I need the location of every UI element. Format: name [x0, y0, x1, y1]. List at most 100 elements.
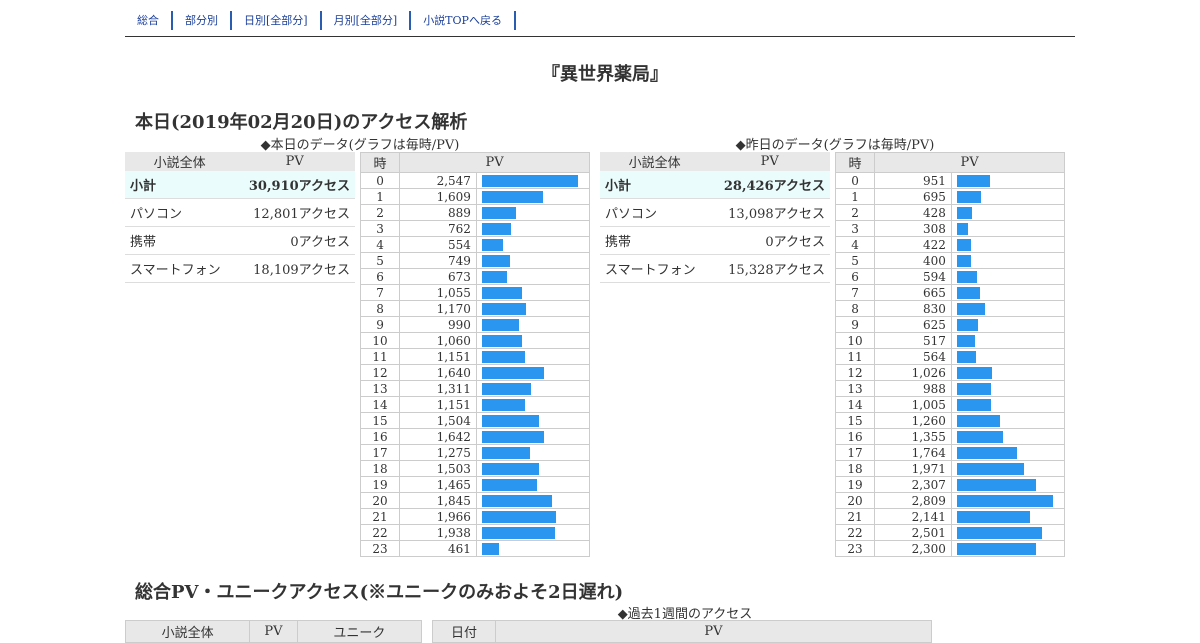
hour-cell: 21 [834, 508, 876, 525]
total-header-novel: 小説全体 [124, 620, 251, 643]
pv-bar-cell [950, 268, 1066, 285]
pv-bar [956, 415, 1000, 427]
pv-bar-cell [950, 220, 1066, 237]
total-header-pv: PV [249, 620, 298, 643]
hour-row: 21 2,141 [834, 508, 1066, 525]
pv-bar [481, 271, 507, 283]
hour-row: 21 1,966 [359, 508, 591, 525]
hour-cell: 5 [834, 252, 876, 269]
pv-bar [956, 511, 1030, 523]
pv-bar [481, 527, 555, 539]
pv-bar [481, 303, 526, 315]
nav-link-daily[interactable]: 日別[全部分] [230, 11, 320, 30]
hour-row: 17 1,275 [359, 444, 591, 461]
nav-link-total[interactable]: 総合 [137, 14, 159, 27]
summary-row-mobile: 携帯 0アクセス [600, 226, 830, 255]
pv-cell: 1,764 [874, 444, 952, 461]
hour-cell: 5 [359, 252, 401, 269]
summary-label: パソコン [125, 198, 235, 227]
pv-bar-cell [475, 220, 591, 237]
summary-header-pv: PV [234, 152, 355, 171]
hour-row: 18 1,971 [834, 460, 1066, 477]
pv-bar [481, 255, 510, 267]
pv-cell: 951 [874, 172, 952, 189]
hour-row: 8 830 [834, 300, 1066, 317]
hour-row: 7 665 [834, 284, 1066, 301]
pv-bar [481, 495, 552, 507]
pv-bar [956, 223, 968, 235]
total-header-unique: ユニーク [296, 620, 423, 643]
hour-row: 0 951 [834, 172, 1066, 189]
hour-row: 12 1,640 [359, 364, 591, 381]
today-summary-table: 小説全体 PV 小計 30,910アクセス パソコン 12,801アクセス 携帯… [125, 152, 355, 283]
nav-link-by-part[interactable]: 部分別 [171, 11, 230, 30]
summary-label: スマートフォン [600, 254, 710, 283]
week-header-date: 日付 [432, 620, 496, 643]
pv-bar-cell [950, 524, 1066, 541]
summary-label: 携帯 [600, 226, 710, 255]
hour-cell: 0 [834, 172, 876, 189]
pv-bar-cell [950, 252, 1066, 269]
hour-cell: 20 [834, 492, 876, 509]
summary-label: 小計 [125, 171, 235, 199]
hour-row: 15 1,260 [834, 412, 1066, 429]
pv-bar-cell [475, 204, 591, 221]
pv-bar [956, 367, 992, 379]
hour-row: 20 2,809 [834, 492, 1066, 509]
pv-bar [481, 319, 519, 331]
summary-value: 12,801アクセス [234, 198, 355, 227]
pv-cell: 517 [874, 332, 952, 349]
pv-cell: 428 [874, 204, 952, 221]
pv-cell: 461 [399, 540, 477, 557]
pv-cell: 830 [874, 300, 952, 317]
pv-bar-cell [475, 300, 591, 317]
pv-bar [481, 287, 522, 299]
hour-row: 1 695 [834, 188, 1066, 205]
hour-cell: 17 [834, 444, 876, 461]
pv-bar [481, 239, 503, 251]
hour-cell: 11 [834, 348, 876, 365]
hour-header: 時 [834, 152, 876, 173]
pv-cell: 400 [874, 252, 952, 269]
pv-bar-cell [950, 364, 1066, 381]
pv-cell: 1,151 [399, 396, 477, 413]
pv-bar-cell [950, 396, 1066, 413]
pv-cell: 1,355 [874, 428, 952, 445]
week-caption: ◆過去1週間のアクセス [617, 607, 753, 622]
pv-bar [956, 207, 972, 219]
pv-cell: 1,938 [399, 524, 477, 541]
hour-cell: 7 [359, 284, 401, 301]
page-title: 『異世界薬局』 [542, 64, 668, 85]
summary-row-subtotal: 小計 30,910アクセス [125, 171, 355, 199]
section-total-heading: 総合PV・ユニークアクセス(※ユニークのみおよそ2日遅れ) [135, 582, 624, 603]
pv-cell: 762 [399, 220, 477, 237]
pv-cell: 889 [399, 204, 477, 221]
pv-bar-cell [475, 380, 591, 397]
nav-link-monthly[interactable]: 月別[全部分] [319, 11, 410, 30]
hour-cell: 14 [359, 396, 401, 413]
pv-bar-cell [950, 476, 1066, 493]
pv-bar [481, 415, 539, 427]
pv-bar-cell [475, 476, 591, 493]
nav-link-novel-top[interactable]: 小説TOPへ戻る [409, 11, 516, 30]
summary-row-mobile: 携帯 0アクセス [125, 226, 355, 255]
pv-cell: 1,971 [874, 460, 952, 477]
pv-bar [956, 383, 991, 395]
hour-row: 9 625 [834, 316, 1066, 333]
hour-row: 10 1,060 [359, 332, 591, 349]
pv-bar [956, 527, 1042, 539]
pv-cell: 1,005 [874, 396, 952, 413]
pv-cell: 1,055 [399, 284, 477, 301]
summary-header-novel: 小説全体 [125, 152, 235, 171]
yesterday-caption: ◆昨日のデータ(グラフは毎時/PV) [735, 138, 935, 153]
pv-cell: 2,547 [399, 172, 477, 189]
hour-row: 22 2,501 [834, 524, 1066, 541]
hour-cell: 12 [834, 364, 876, 381]
summary-label: 小計 [600, 171, 710, 199]
pv-cell: 990 [399, 316, 477, 333]
hour-cell: 18 [359, 460, 401, 477]
pv-bar-cell [475, 252, 591, 269]
pv-bar [956, 175, 990, 187]
pv-bar [956, 319, 978, 331]
hour-cell: 1 [834, 188, 876, 205]
